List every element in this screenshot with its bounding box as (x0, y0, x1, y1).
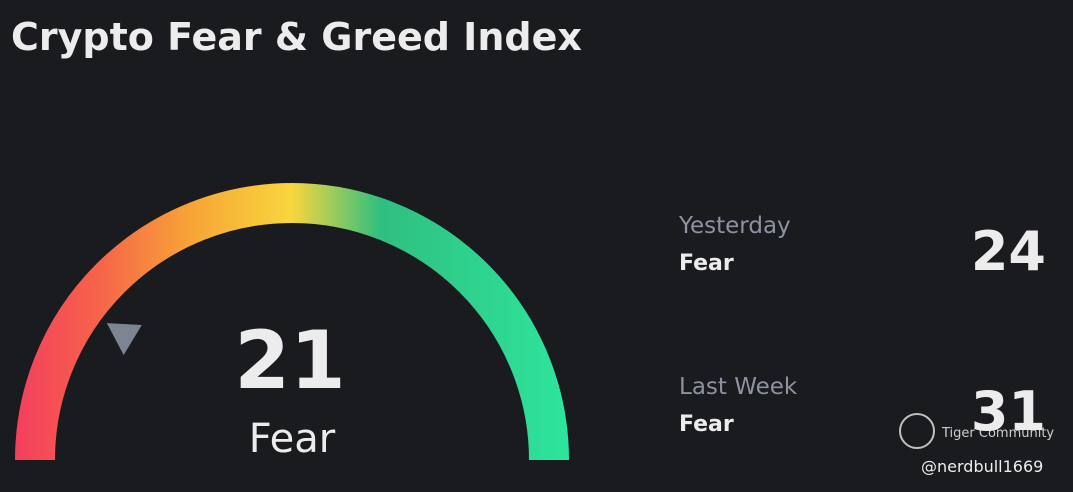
history-classification: Fear (679, 412, 734, 437)
history-label: Yesterday (678, 213, 791, 239)
gauge-value: 21 (234, 314, 345, 407)
gauge-classification: Fear (249, 416, 336, 462)
gauge-arc (15, 183, 569, 461)
history-value: 24 (971, 220, 1046, 283)
title: Crypto Fear & Greed Index (11, 15, 582, 59)
gauge-pointer (106, 323, 142, 355)
watermark-handle: @nerdbull1669 (921, 457, 1043, 476)
history-value: 31 (971, 380, 1046, 443)
watermark-brand: Tiger Community (941, 426, 1054, 441)
history-label: Last Week (679, 374, 798, 400)
watermark-icon (899, 413, 935, 449)
history-classification: Fear (679, 251, 734, 276)
